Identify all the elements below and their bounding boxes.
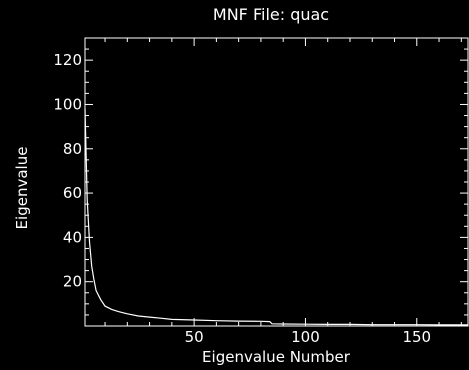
x-tick-label: 50 (185, 328, 204, 346)
y-tick-label: 100 (53, 95, 82, 113)
x-tick-label: 100 (291, 328, 320, 346)
eigenvalue-curve (84, 108, 468, 326)
y-tick-label: 120 (53, 51, 82, 69)
y-tick-label: 40 (63, 228, 82, 246)
data-series (84, 108, 468, 326)
y-tick-label: 60 (63, 184, 82, 202)
x-axis-label: Eigenvalue Number (202, 348, 351, 366)
y-tick-label: 80 (63, 140, 82, 158)
y-axis-label: Eigenvalue (13, 147, 31, 230)
axis-ticks: 20 40 60 80 100 120 50 100 150 (53, 38, 468, 346)
y-tick-label: 20 (63, 273, 82, 291)
chart-title: MNF File: quac (213, 5, 329, 24)
x-tick-label: 150 (402, 328, 431, 346)
